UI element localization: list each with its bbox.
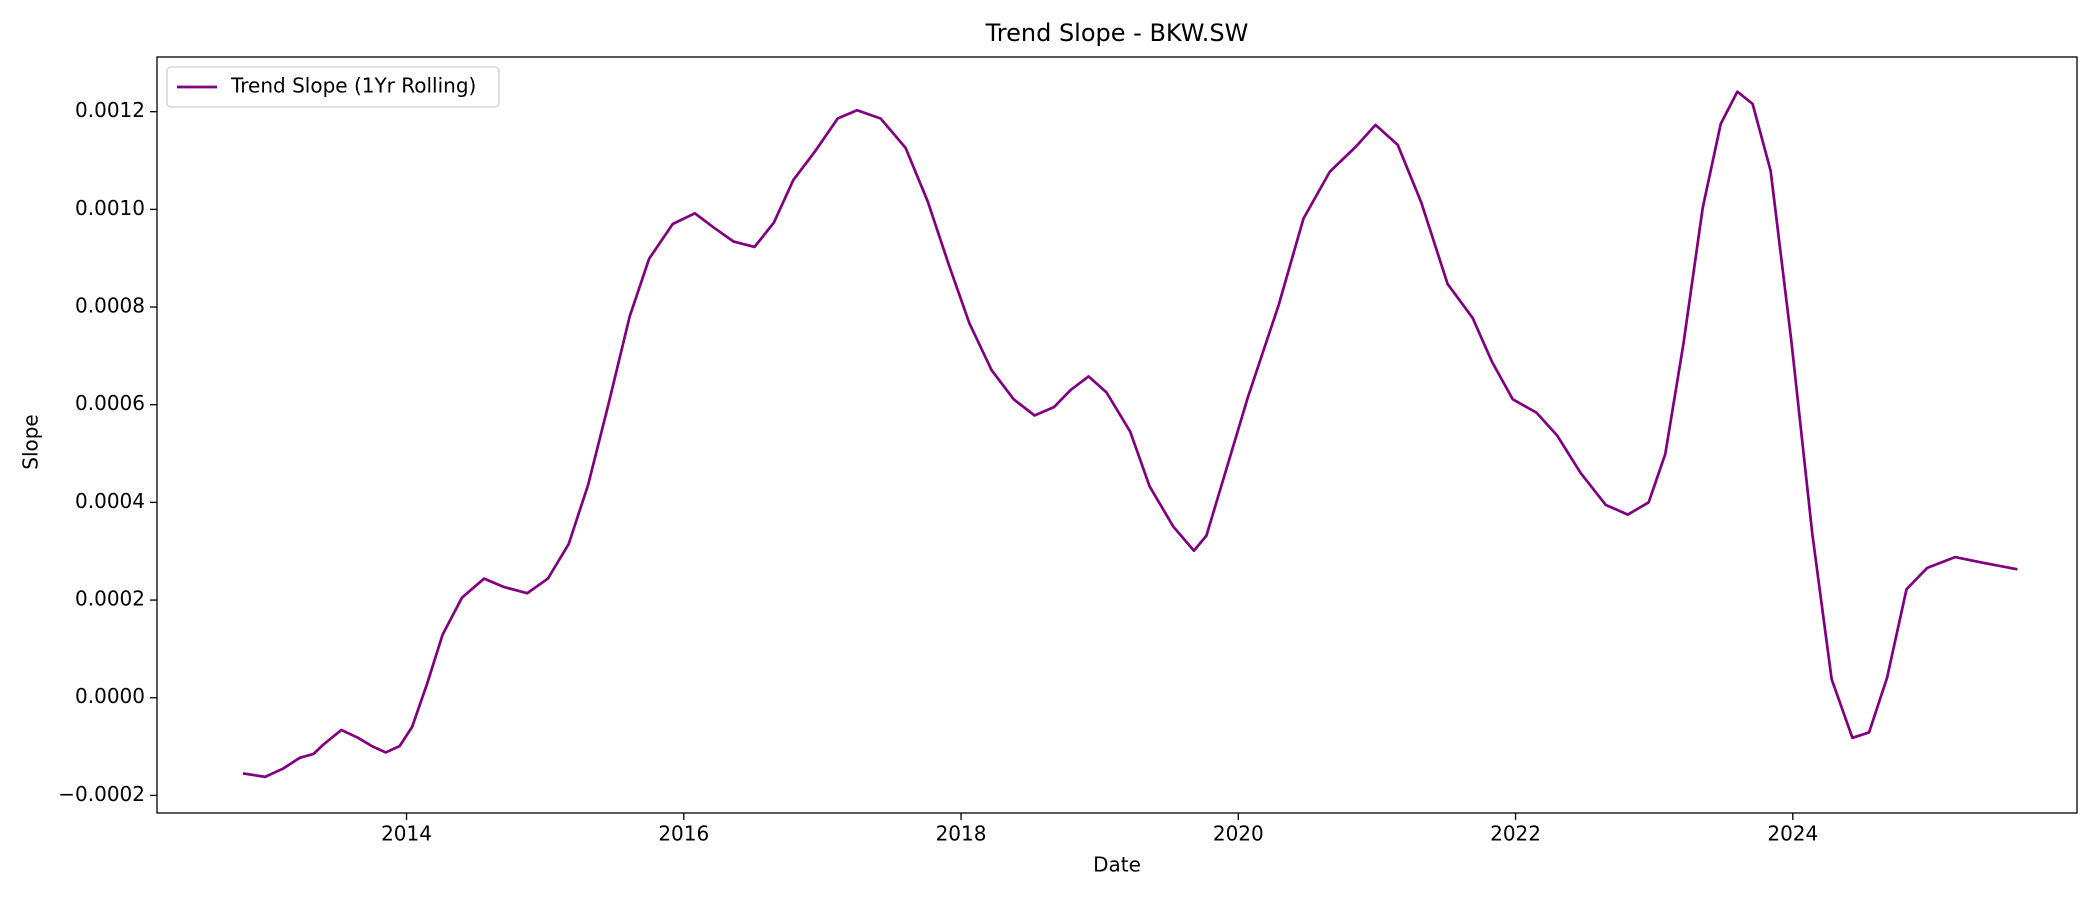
- data-line: [242, 90, 2018, 779]
- y-tick-label: −0.0002: [58, 782, 145, 806]
- x-tick-label: 2022: [1490, 822, 1541, 846]
- legend-label: Trend Slope (1Yr Rolling): [230, 74, 476, 98]
- y-tick-label: 0.0006: [75, 391, 145, 415]
- plot-frame: [156, 56, 2078, 814]
- x-tick-label: 2018: [936, 822, 987, 846]
- chart-title: Trend Slope - BKW.SW: [985, 19, 1249, 47]
- legend-box: [166, 66, 500, 108]
- x-axis-label: Date: [1093, 853, 1141, 877]
- y-tick-label: 0.0002: [75, 587, 145, 611]
- y-axis-label: Slope: [19, 414, 43, 470]
- x-tick-label: 2016: [658, 822, 709, 846]
- y-tick-label: 0.0000: [75, 684, 145, 708]
- x-tick-label: 2024: [1767, 822, 1818, 846]
- x-tick-label: 2020: [1213, 822, 1264, 846]
- y-tick-label: 0.0004: [75, 489, 145, 513]
- y-tick-label: 0.0010: [75, 196, 145, 220]
- y-tick-label: 0.0008: [75, 294, 145, 318]
- y-tick-label: 0.0012: [75, 98, 145, 122]
- x-tick-label: 2014: [381, 822, 432, 846]
